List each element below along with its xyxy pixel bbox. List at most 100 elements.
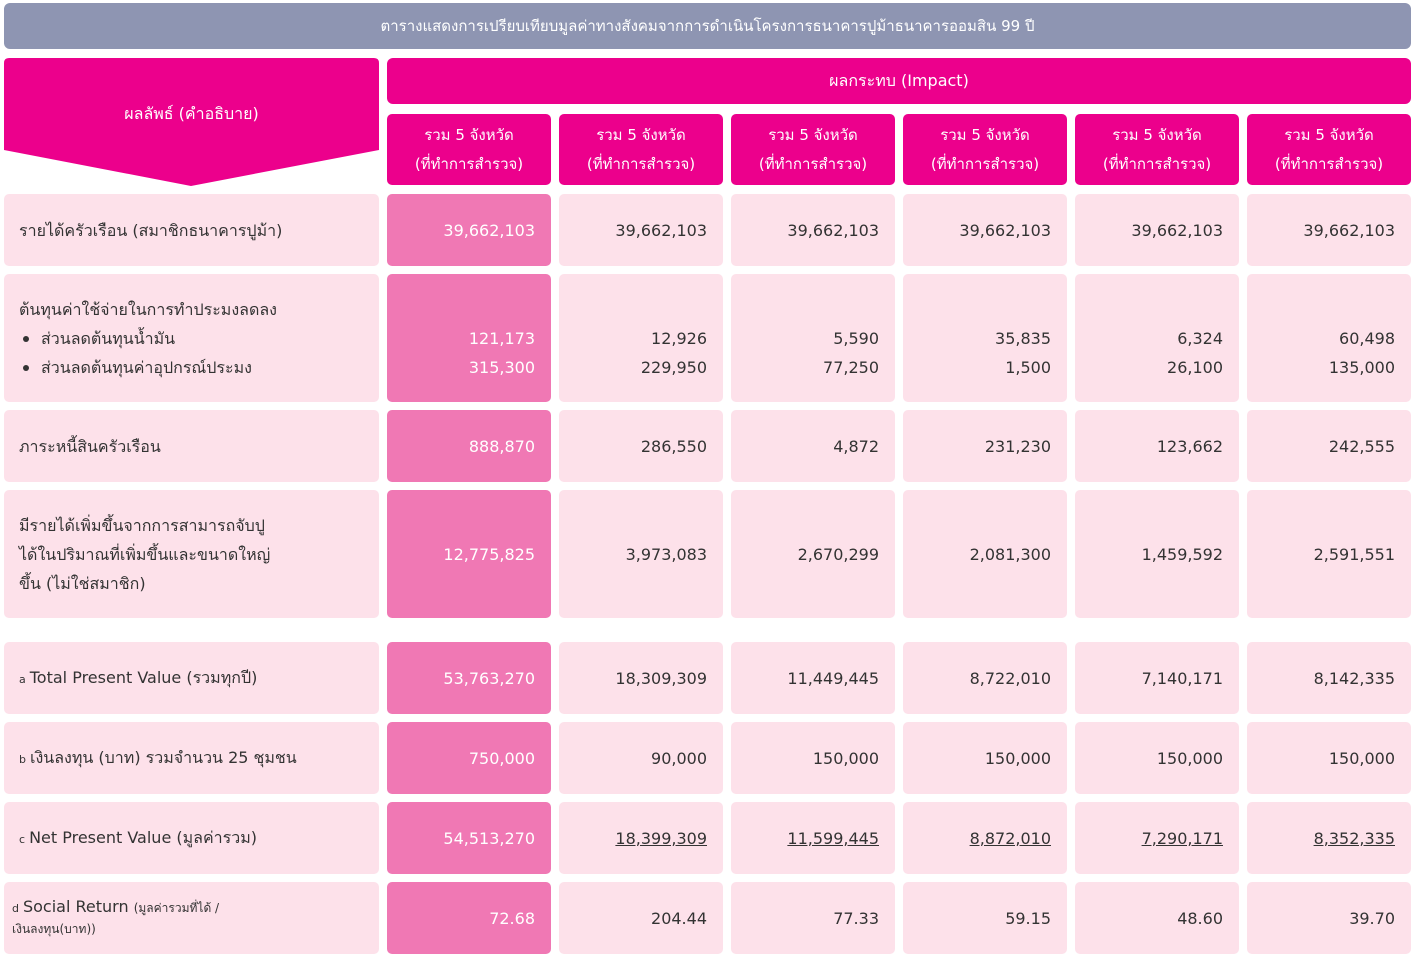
row-prefix: a <box>19 672 26 686</box>
cell-value-fuel: 12,926 <box>651 328 707 348</box>
cell-value: 888,870 <box>468 436 535 456</box>
cell-value: 150,000 <box>1156 748 1223 768</box>
row-label-household-debt: ภาระหนี้สินครัวเรือน <box>4 410 379 482</box>
cell-value: 39,662,103 <box>959 220 1051 240</box>
cell-value: 39,662,103 <box>787 220 879 240</box>
table-cell: 59.15 <box>903 882 1067 954</box>
cell-value: 4,872 <box>833 436 879 456</box>
table-cell: 39,662,103 <box>1247 194 1411 266</box>
cell-value: 150,000 <box>1328 748 1395 768</box>
row-label-note: (มูลค่ารวมที่ได้ / <box>133 901 220 915</box>
table-cell: 286,550 <box>559 410 723 482</box>
row-label-text: Social Return <box>22 897 129 916</box>
cell-value-equipment: 315,300 <box>468 357 535 377</box>
row-label-note-line2: เงินลงทุน(บาท)) <box>12 922 96 936</box>
column-header-line1: รวม 5 จังหวัด <box>768 125 858 144</box>
row-label-fishing-cost: ต้นทุนค่าใช้จ่ายในการทำประมงลดลง ส่วนลดต… <box>4 274 379 402</box>
table-cell: 2,670,299 <box>731 490 895 618</box>
cell-value: 90,000 <box>651 748 707 768</box>
table-cell: 121,173 315,300 <box>387 274 551 402</box>
table-cell: 750,000 <box>387 722 551 794</box>
cell-value: 1,459,592 <box>1141 544 1223 564</box>
table-cell: 7,290,171 <box>1075 802 1239 874</box>
cell-value-fuel: 6,324 <box>1177 328 1223 348</box>
table-cell: 18,399,309 <box>559 802 723 874</box>
table-cell: 231,230 <box>903 410 1067 482</box>
column-header-line2: (ที่ทำการสำรวจ) <box>930 154 1040 173</box>
cell-value: 39,662,103 <box>615 220 707 240</box>
column-header-line2: (ที่ทำการสำรวจ) <box>414 154 524 173</box>
table-cell: 12,926 229,950 <box>559 274 723 402</box>
column-header: รวม 5 จังหวัด (ที่ทำการสำรวจ) <box>387 114 551 185</box>
row-prefix: d <box>12 902 19 915</box>
cell-value: 12,775,825 <box>443 544 535 564</box>
cell-value: 750,000 <box>468 748 535 768</box>
table-cell: 11,599,445 <box>731 802 895 874</box>
outcome-header: ผลลัพธ์ (คำอธิบาย) <box>4 58 379 188</box>
cell-value: 48.60 <box>1177 908 1223 928</box>
table-cell: 11,449,445 <box>731 642 895 714</box>
column-header-line2: (ที่ทำการสำรวจ) <box>1102 154 1212 173</box>
table-cell: 6,324 26,100 <box>1075 274 1239 402</box>
column-header-line2: (ที่ทำการสำรวจ) <box>1274 154 1384 173</box>
row-label-text: Net Present Value (มูลค่ารวม) <box>29 827 258 847</box>
table-cell: 242,555 <box>1247 410 1411 482</box>
table-cell: 39.70 <box>1247 882 1411 954</box>
table-cell: 150,000 <box>903 722 1067 794</box>
table-cell: 39,662,103 <box>731 194 895 266</box>
row-label-text: เงินลงทุน (บาท) รวมจำนวน 25 ชุมชน <box>29 747 297 767</box>
cell-value: 8,722,010 <box>969 668 1051 688</box>
table-title: ตารางแสดงการเปรียบเทียบมูลค่าทางสังคมจาก… <box>4 3 1411 49</box>
cell-value: 18,309,309 <box>615 668 707 688</box>
row-label-social-return: d Social Return (มูลค่ารวมที่ได้ / เงินลง… <box>4 882 379 954</box>
cell-value: 39,662,103 <box>1131 220 1223 240</box>
cell-value: 39,662,103 <box>443 220 535 240</box>
cell-value: 123,662 <box>1156 436 1223 456</box>
table-cell: 72.68 <box>387 882 551 954</box>
row-label-text: รายได้ครัวเรือน (สมาชิกธนาคารปูม้า) <box>19 220 283 240</box>
cell-value-fuel: 35,835 <box>995 328 1051 348</box>
table-cell: 90,000 <box>559 722 723 794</box>
column-header: รวม 5 จังหวัด (ที่ทำการสำรวจ) <box>731 114 895 185</box>
cell-value: 286,550 <box>640 436 707 456</box>
cell-value-equipment: 26,100 <box>1167 357 1223 377</box>
outcome-header-label: ผลลัพธ์ (คำอธิบาย) <box>124 103 259 123</box>
cell-value-fuel: 60,498 <box>1339 328 1395 348</box>
table-cell: 8,872,010 <box>903 802 1067 874</box>
bullet-item-equipment: ส่วนลดต้นทุนค่าอุปกรณ์ประมง <box>19 353 379 382</box>
column-header: รวม 5 จังหวัด (ที่ทำการสำรวจ) <box>1075 114 1239 185</box>
row-label-total-present-value: a Total Present Value (รวมทุกปี) <box>4 642 379 714</box>
cell-value: 204.44 <box>651 908 707 928</box>
cell-value: 2,591,551 <box>1313 544 1395 564</box>
row-label-text: Total Present Value (รวมทุกปี) <box>29 667 258 687</box>
cell-value: 39,662,103 <box>1303 220 1395 240</box>
cell-value: 3,973,083 <box>625 544 707 564</box>
cell-value: 231,230 <box>984 436 1051 456</box>
cell-value: 53,763,270 <box>443 668 535 688</box>
column-header: รวม 5 จังหวัด (ที่ทำการสำรวจ) <box>903 114 1067 185</box>
table-cell: 39,662,103 <box>1075 194 1239 266</box>
table-cell: 1,459,592 <box>1075 490 1239 618</box>
table-cell: 54,513,270 <box>387 802 551 874</box>
row-label-text: ได้ในปริมาณที่เพิ่มขึ้นและขนาดใหญ่ <box>19 544 271 564</box>
table-cell: 2,591,551 <box>1247 490 1411 618</box>
row-prefix: b <box>19 752 26 766</box>
cell-value: 11,449,445 <box>787 668 879 688</box>
row-label-text: ภาระหนี้สินครัวเรือน <box>19 436 161 456</box>
cell-value: 59.15 <box>1005 908 1051 928</box>
cell-value: 2,081,300 <box>969 544 1051 564</box>
table-cell: 77.33 <box>731 882 895 954</box>
row-label-household-income: รายได้ครัวเรือน (สมาชิกธนาคารปูม้า) <box>4 194 379 266</box>
row-label-net-present-value: c Net Present Value (มูลค่ารวม) <box>4 802 379 874</box>
cell-value: 150,000 <box>984 748 1051 768</box>
table-cell: 4,872 <box>731 410 895 482</box>
table-cell: 3,973,083 <box>559 490 723 618</box>
column-header: รวม 5 จังหวัด (ที่ทำการสำรวจ) <box>559 114 723 185</box>
cell-value: 8,872,010 <box>969 828 1051 848</box>
column-header-line1: รวม 5 จังหวัด <box>596 125 686 144</box>
row-prefix: c <box>19 832 26 846</box>
table-cell: 2,081,300 <box>903 490 1067 618</box>
cell-value: 8,142,335 <box>1313 668 1395 688</box>
table-cell: 8,142,335 <box>1247 642 1411 714</box>
bullet-item-fuel: ส่วนลดต้นทุนน้ำมัน <box>19 324 379 353</box>
